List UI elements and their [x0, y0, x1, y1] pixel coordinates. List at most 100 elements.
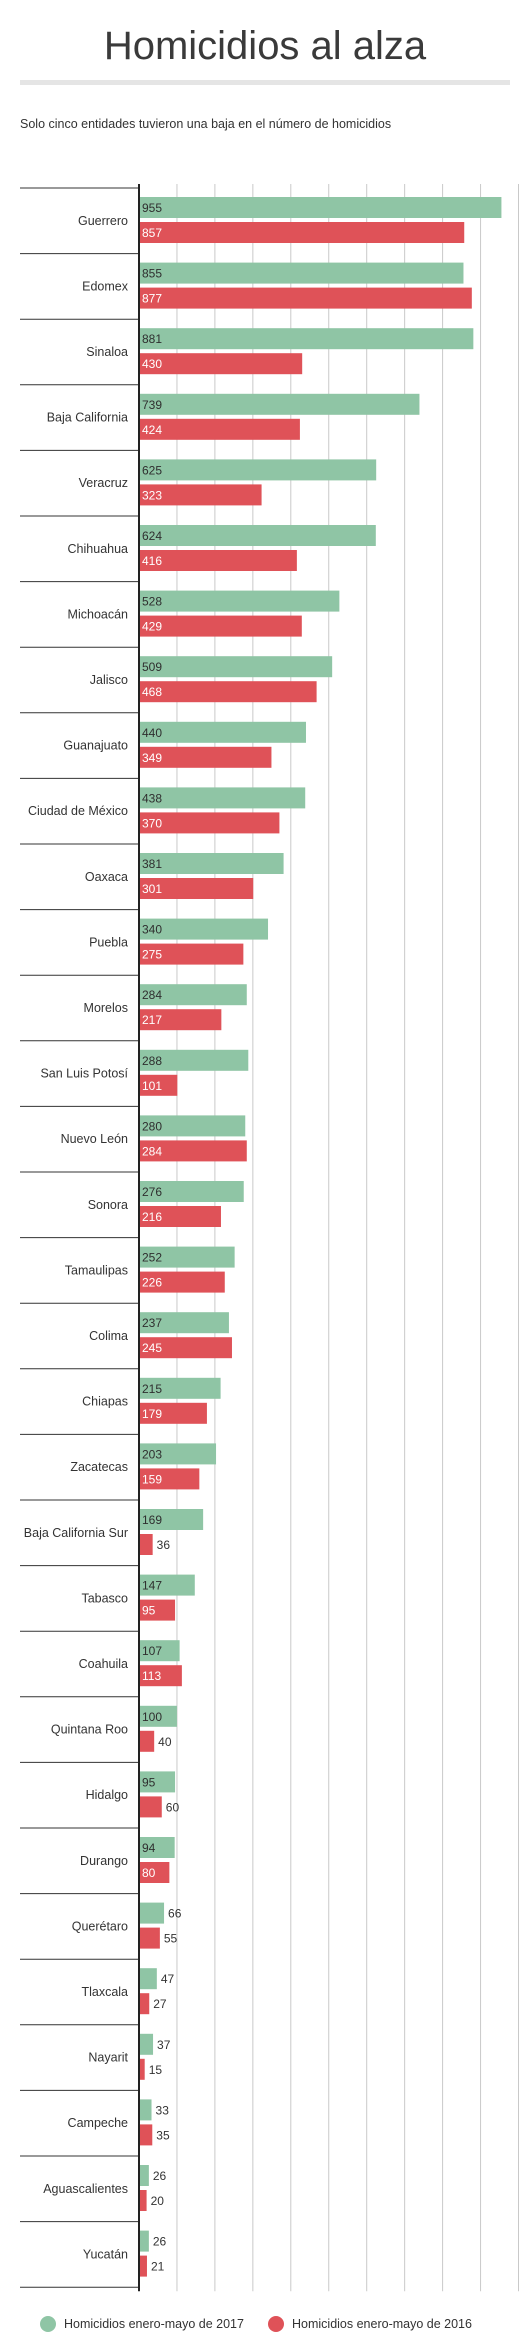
data-label: 340 — [142, 923, 162, 937]
category-label: Zacatecas — [70, 1460, 128, 1474]
data-label: 349 — [142, 751, 162, 765]
category-label: Sonora — [88, 1198, 128, 1212]
bar-2017 — [139, 328, 474, 350]
category-label: Veracruz — [79, 476, 128, 490]
category-label: Durango — [80, 1854, 128, 1868]
bar-2017 — [139, 2099, 152, 2121]
bar-2016 — [139, 1337, 232, 1359]
bar-2016 — [139, 1468, 200, 1490]
data-label: 100 — [142, 1710, 162, 1724]
category-label: Oaxaca — [85, 870, 128, 884]
category-label: Michoacán — [68, 607, 128, 621]
bar-2016 — [139, 287, 472, 309]
bar-2017 — [139, 984, 247, 1006]
bar-2017 — [139, 853, 284, 874]
bar-2017 — [139, 721, 306, 743]
bar-2016 — [139, 1796, 162, 1818]
x-tick-label: 100 — [167, 2298, 188, 2300]
data-label: 80 — [142, 1866, 156, 1880]
category-label: San Luis Potosí — [40, 1067, 128, 1081]
data-label: 528 — [142, 595, 162, 609]
bar-2017 — [139, 2165, 149, 2186]
data-label: 55 — [164, 1932, 178, 1946]
x-tick-label: 500 — [318, 2298, 339, 2300]
bar-2016 — [139, 1862, 170, 1883]
category-label: Nuevo León — [61, 1132, 128, 1146]
bar-2017 — [139, 787, 306, 809]
category-label: Nayarit — [88, 2051, 128, 2065]
category-label: Colima — [89, 1329, 128, 1343]
data-label: 33 — [156, 2103, 170, 2117]
category-label: Aguascalientes — [43, 2182, 128, 2196]
x-tick-label: 600 — [356, 2298, 377, 2300]
data-label: 424 — [142, 423, 162, 437]
data-label: 284 — [142, 1144, 162, 1158]
bar-2017 — [139, 1181, 244, 1202]
data-label: 26 — [153, 2235, 167, 2249]
data-label: 381 — [142, 857, 162, 871]
data-label: 429 — [142, 620, 162, 634]
bar-2016 — [139, 2190, 147, 2211]
data-label: 955 — [142, 201, 162, 215]
data-label: 323 — [142, 488, 162, 502]
x-tick-label: 300 — [242, 2298, 263, 2300]
data-label: 147 — [142, 1579, 162, 1593]
data-label: 27 — [153, 1997, 167, 2011]
bar-2016 — [139, 2058, 145, 2080]
category-label: Baja California — [47, 411, 128, 425]
data-label: 857 — [142, 226, 162, 240]
category-label: Morelos — [84, 1001, 128, 1015]
category-label: Sinaloa — [86, 345, 128, 359]
data-label: 107 — [142, 1644, 162, 1658]
bar-2017 — [139, 1705, 177, 1727]
data-label: 203 — [142, 1447, 162, 1461]
bar-chart: Guerrero 955 857 Edomex 855 877 Sinaloa 881 430 B… — [20, 184, 519, 2300]
x-tick-label: 700 — [394, 2298, 415, 2300]
bar-2017 — [139, 918, 269, 940]
bar-2016 — [139, 1534, 153, 1555]
data-label: 37 — [157, 2038, 171, 2052]
data-label: 159 — [142, 1472, 162, 1486]
data-label: 855 — [142, 267, 162, 281]
bar-2016 — [139, 1074, 178, 1096]
category-label: Ciudad de México — [28, 804, 128, 818]
bar-2017 — [139, 1443, 217, 1465]
bar-2016 — [139, 681, 317, 703]
bar-2017 — [139, 1771, 176, 1793]
data-label: 252 — [142, 1251, 162, 1265]
data-label: 66 — [168, 1907, 182, 1921]
category-label: Baja California Sur — [24, 1526, 128, 1540]
bar-2017 — [139, 1574, 195, 1596]
category-label: Guerrero — [78, 214, 128, 228]
category-label: Tamaulipas — [65, 1263, 128, 1277]
category-label: Campeche — [68, 2116, 128, 2130]
category-label: Puebla — [89, 935, 128, 949]
title-divider — [20, 80, 510, 85]
legend-swatch-2016 — [268, 2316, 284, 2332]
bar-2017 — [139, 1968, 157, 1990]
category-label: Chiapas — [82, 1395, 128, 1409]
data-label: 881 — [142, 332, 162, 346]
category-label: Jalisco — [90, 673, 128, 687]
bar-2017 — [139, 1509, 204, 1530]
category-label: Quintana Roo — [51, 1723, 128, 1737]
data-label: 60 — [166, 1800, 180, 1814]
bar-2017 — [139, 2230, 149, 2252]
chart-title: Homicidios al alza — [103, 24, 427, 68]
bar-2017 — [139, 1115, 246, 1137]
legend-item-2017: Homicidios enero-mayo de 2017 — [40, 2316, 244, 2332]
category-label: Querétaro — [72, 1919, 128, 1933]
bar-2016 — [139, 878, 254, 899]
x-tick-label: 200 — [204, 2298, 225, 2300]
bar-2016 — [139, 812, 280, 834]
category-label: Coahuila — [79, 1657, 128, 1671]
bar-2017 — [139, 1640, 180, 1662]
x-tick-label: 900 — [470, 2298, 491, 2300]
data-label: 226 — [142, 1276, 162, 1290]
data-label: 36 — [157, 1538, 171, 1552]
bar-2016 — [139, 1271, 225, 1293]
legend-swatch-2017 — [40, 2316, 56, 2332]
data-label: 101 — [142, 1079, 162, 1093]
category-label: Tabasco — [81, 1591, 128, 1605]
x-tick-label: 0 — [126, 2298, 133, 2300]
